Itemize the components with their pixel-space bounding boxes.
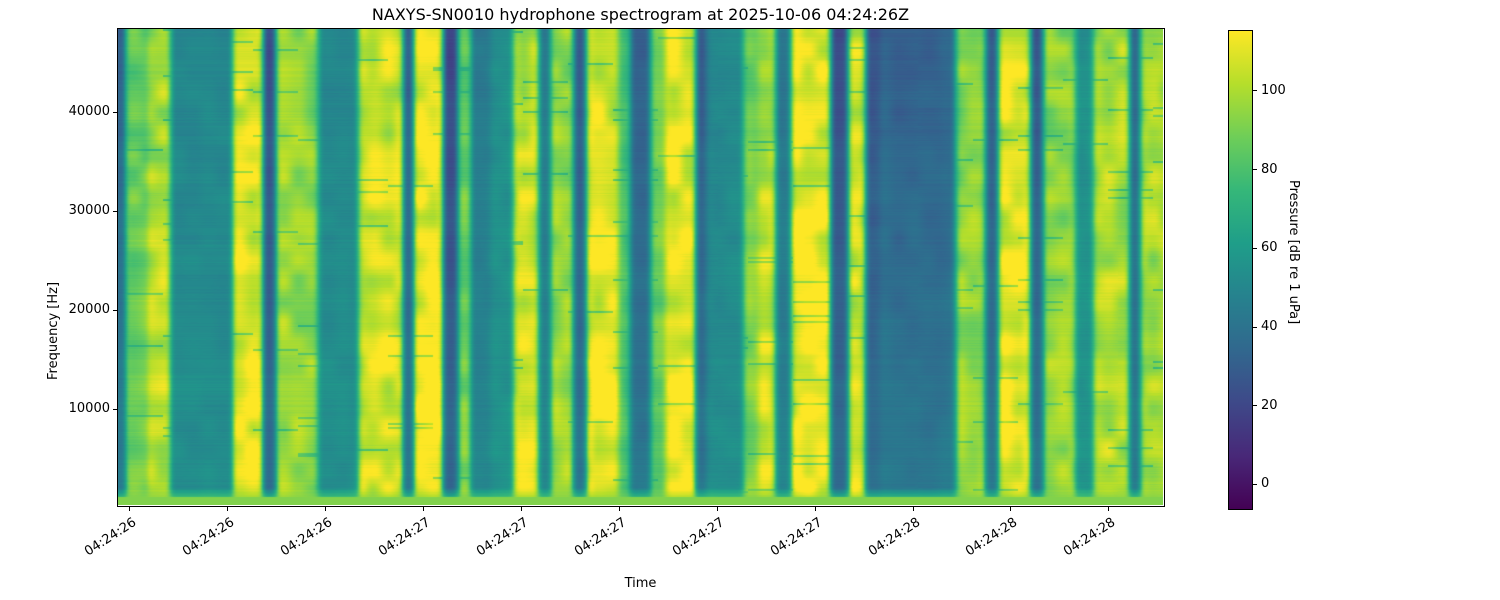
colorbar-tick-label: 80 [1261, 161, 1278, 177]
x-tick-label: 04:24:27 [670, 515, 728, 560]
colorbar-tick-mark [1253, 326, 1257, 328]
x-tick-mark [324, 506, 326, 511]
x-tick-mark [1107, 506, 1109, 511]
x-tick-label: 04:24:27 [768, 515, 826, 560]
colorbar-tick-label: 60 [1261, 240, 1278, 256]
x-tick-mark [912, 506, 914, 511]
colorbar-tick-mark [1253, 90, 1257, 92]
x-tick-mark [520, 506, 522, 511]
spectrogram-heatmap [118, 29, 1163, 505]
y-tick-label: 10000 [68, 401, 110, 416]
x-tick-mark [422, 506, 424, 511]
colorbar-tick-label: 40 [1261, 319, 1278, 335]
x-tick-label: 04:24:28 [866, 515, 924, 560]
x-tick-mark [716, 506, 718, 511]
colorbar-tick-mark [1253, 169, 1257, 171]
colorbar-tick-mark [1253, 247, 1257, 249]
y-tick-mark [113, 111, 118, 113]
colorbar [1228, 30, 1253, 510]
colorbar-tick-mark [1253, 483, 1257, 485]
x-tick-label: 04:24:26 [180, 515, 238, 560]
x-tick-mark [128, 506, 130, 511]
x-tick-label: 04:24:27 [474, 515, 532, 560]
y-tick-label: 40000 [68, 104, 110, 120]
colorbar-label: Pressure [dB re 1 uPa] [1286, 180, 1301, 325]
x-tick-mark [226, 506, 228, 511]
plot-area [118, 29, 1163, 505]
colorbar-tick-mark [1253, 405, 1257, 407]
x-tick-label: 04:24:26 [82, 515, 140, 560]
y-tick-label: 20000 [68, 302, 110, 318]
colorbar-tick-label: 100 [1261, 82, 1286, 98]
x-tick-label: 04:24:28 [1061, 515, 1119, 560]
x-tick-label: 04:24:27 [572, 515, 630, 560]
chart-title: NAXYS-SN0010 hydrophone spectrogram at 2… [371, 5, 910, 24]
x-tick-mark [618, 506, 620, 511]
y-tick-label: 30000 [68, 203, 110, 219]
colorbar-tick-label: 0 [1261, 476, 1270, 492]
x-tick-label: 04:24:26 [278, 515, 336, 560]
x-tick-label: 04:24:27 [376, 515, 434, 560]
x-tick-mark [1009, 506, 1011, 511]
y-tick-mark [113, 408, 118, 410]
y-tick-mark [113, 309, 118, 311]
y-tick-mark [113, 210, 118, 212]
y-axis-label: Frequency [Hz] [46, 281, 61, 380]
x-tick-mark [814, 506, 816, 511]
x-tick-label: 04:24:28 [963, 515, 1021, 560]
colorbar-tick-label: 20 [1261, 397, 1278, 413]
x-axis-label: Time [624, 576, 657, 591]
